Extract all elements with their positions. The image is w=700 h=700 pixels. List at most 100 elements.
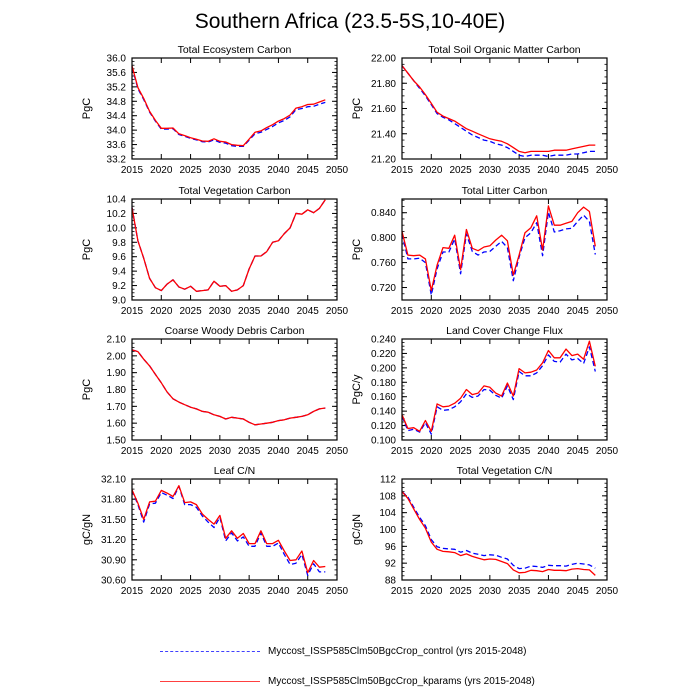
y-tick-label: 0.120 [371, 421, 396, 432]
plot-frame [131, 478, 338, 581]
panel-coarse-woody-debris-carbon: Coarse Woody Debris Carbon PgC 2015 2020 202… [81, 325, 349, 457]
y-tick-label: 10.0 [107, 223, 127, 234]
series-line-control [401, 346, 596, 435]
y-tick-label: 0.140 [371, 407, 396, 418]
panel-title: Land Cover Change Flux [446, 325, 563, 337]
x-tick-label: 2045 [297, 586, 320, 597]
x-tick-label: 2015 [391, 586, 414, 597]
y-tick-label: 10.4 [107, 195, 127, 206]
x-tick-label: 2045 [297, 446, 320, 457]
y-axis-label: PgC/y [351, 374, 363, 404]
y-tick-label: 0.180 [371, 378, 396, 389]
x-tick-label: 2020 [420, 165, 443, 176]
y-tick-label: 0.100 [371, 436, 396, 447]
y-axis-label: PgC [351, 98, 363, 119]
plot-frame [401, 478, 608, 581]
panel-total-vegetation-carbon: Total Vegetation Carbon PgC 2015 2020 2025 20… [81, 185, 349, 317]
x-tick-label: 2030 [209, 586, 232, 597]
y-tick-label: 9.4 [112, 267, 126, 278]
y-tick-label: 0.760 [371, 258, 396, 269]
x-tick-label: 2040 [267, 165, 290, 176]
y-tick-label: 0.240 [371, 335, 396, 346]
y-axis-label: gC/gN [81, 514, 93, 545]
x-tick-label: 2045 [297, 306, 320, 317]
y-tick-label: 108 [379, 491, 396, 502]
y-tick-label: 0.220 [371, 349, 396, 360]
x-tick-label: 2040 [267, 306, 290, 317]
x-tick-label: 2035 [238, 586, 261, 597]
y-tick-label: 31.80 [101, 495, 126, 506]
series-line-kparams [131, 485, 326, 574]
series-line-control [401, 65, 596, 158]
series-line-control [131, 485, 326, 576]
plot-frame [131, 198, 338, 301]
y-axis-label: PgC [351, 239, 363, 260]
y-tick-label: 2.10 [107, 335, 127, 346]
x-tick-label: 2045 [567, 165, 590, 176]
y-tick-label: 88 [385, 576, 397, 587]
panel-title: Total Vegetation Carbon [178, 185, 290, 197]
x-tick-label: 2050 [326, 306, 349, 317]
x-tick-label: 2025 [179, 165, 202, 176]
y-tick-label: 9.2 [112, 281, 126, 292]
x-tick-label: 2020 [150, 446, 173, 457]
x-tick-label: 2025 [449, 586, 472, 597]
panel-total-ecosystem-carbon: Total Ecosystem Carbon PgC 2015 2020 2025 203… [81, 44, 349, 176]
x-tick-label: 2035 [238, 165, 261, 176]
y-tick-label: 9.0 [112, 296, 126, 307]
x-tick-label: 2035 [508, 446, 531, 457]
series-line-kparams [401, 65, 596, 154]
y-tick-label: 10.2 [107, 209, 127, 220]
y-tick-label: 30.90 [101, 555, 126, 566]
x-tick-label: 2035 [508, 306, 531, 317]
y-tick-label: 35.2 [107, 82, 127, 93]
x-tick-label: 2015 [391, 446, 414, 457]
plot-frame [131, 57, 338, 160]
series-line-kparams [131, 349, 326, 426]
series-line-kparams [131, 199, 326, 292]
y-tick-label: 96 [385, 542, 397, 553]
y-tick-label: 34.8 [107, 97, 127, 108]
y-tick-label: 33.2 [107, 155, 127, 166]
x-tick-label: 2040 [537, 165, 560, 176]
y-tick-label: 21.80 [371, 79, 396, 90]
x-tick-label: 2040 [537, 586, 560, 597]
series-line-control [401, 491, 596, 570]
x-tick-label: 2015 [391, 306, 414, 317]
legend-swatch-solid-red [160, 680, 260, 682]
x-tick-label: 2030 [209, 165, 232, 176]
x-tick-label: 2035 [508, 586, 531, 597]
panel-land-cover-change-flux: Land Cover Change Flux PgC/y 2015 2020 2025 2… [351, 325, 619, 457]
x-tick-label: 2015 [121, 586, 144, 597]
legend-label-kparams: Myccost_ISSP585Clm50BgcCrop_kparams (yrs… [268, 675, 535, 687]
series-line-control [131, 349, 326, 426]
y-tick-label: 9.8 [112, 238, 126, 249]
y-tick-label: 2.00 [107, 351, 127, 362]
y-tick-label: 22.00 [371, 54, 396, 65]
x-tick-label: 2035 [238, 446, 261, 457]
x-tick-label: 2050 [596, 586, 619, 597]
x-tick-label: 2030 [479, 165, 502, 176]
x-tick-label: 2020 [420, 586, 443, 597]
x-tick-label: 2025 [449, 446, 472, 457]
x-tick-label: 2050 [326, 586, 349, 597]
y-tick-label: 1.80 [107, 385, 127, 396]
x-tick-label: 2050 [596, 446, 619, 457]
panel-title: Coarse Woody Debris Carbon [165, 325, 305, 337]
x-tick-label: 2025 [179, 306, 202, 317]
y-tick-label: 34.4 [107, 111, 127, 122]
x-tick-label: 2045 [567, 446, 590, 457]
x-tick-label: 2030 [479, 446, 502, 457]
y-tick-label: 0.840 [371, 208, 396, 219]
panel-total-vegetation-c-n: Total Vegetation C/N gC/gN 2015 2020 2025 203… [351, 465, 619, 597]
y-tick-label: 33.6 [107, 140, 127, 151]
x-tick-label: 2050 [596, 306, 619, 317]
y-tick-label: 1.70 [107, 402, 127, 413]
x-tick-label: 2035 [238, 306, 261, 317]
panel-leaf-c-n: Leaf C/N gC/gN 2015 2020 2025 2030 2035 2040 204… [81, 465, 349, 597]
panel-title: Total Ecosystem Carbon [178, 44, 292, 56]
series-line-control [401, 211, 596, 296]
y-tick-label: 36.0 [107, 54, 127, 65]
y-tick-label: 32.10 [101, 475, 126, 486]
